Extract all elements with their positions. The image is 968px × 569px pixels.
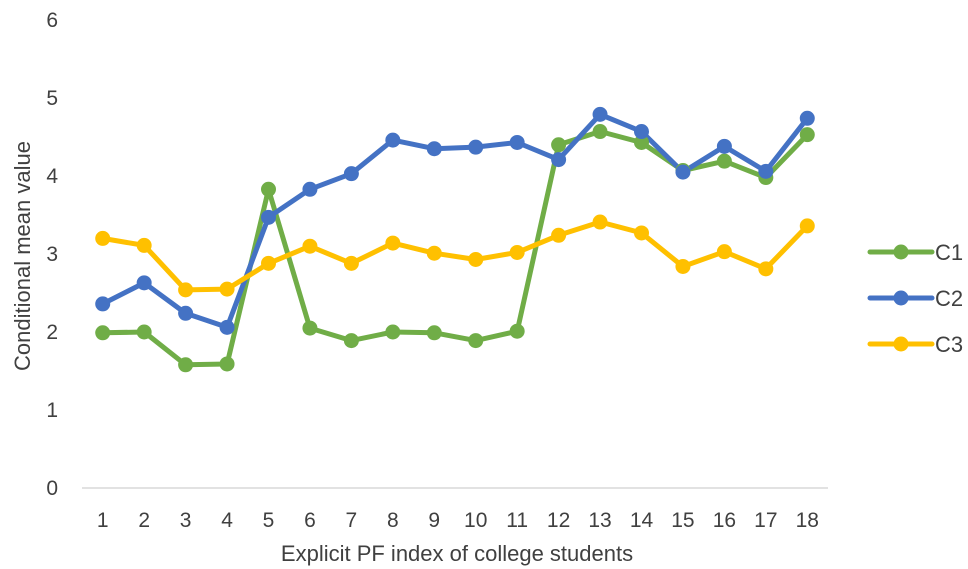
legend-item-c2: C2 <box>867 286 963 311</box>
data-point-c3 <box>716 244 732 260</box>
data-point-c3 <box>136 237 152 253</box>
data-point-c2 <box>261 209 276 225</box>
y-tick-label: 4 <box>46 165 58 188</box>
data-point-c3 <box>592 214 608 230</box>
data-point-c3 <box>385 235 401 251</box>
data-point-c3 <box>219 281 235 297</box>
x-tick-label: 6 <box>304 509 316 532</box>
data-point-c2 <box>426 141 442 157</box>
data-point-c2 <box>136 275 152 291</box>
data-point-c3 <box>799 218 815 234</box>
y-tick-label: 1 <box>46 399 58 422</box>
data-point-c2 <box>716 138 732 154</box>
series-lines <box>100 111 810 368</box>
x-tick-label: 13 <box>588 509 611 532</box>
x-tick-label: 2 <box>138 509 150 532</box>
data-point-c2 <box>592 106 608 122</box>
x-tick-label: 12 <box>547 509 570 532</box>
data-point-c1 <box>592 124 608 140</box>
series-line-c2 <box>100 111 810 330</box>
legend-item-c3: C3 <box>867 332 963 357</box>
data-point-c1 <box>261 181 276 197</box>
y-tick-label: 3 <box>46 243 58 266</box>
x-tick-label: 16 <box>713 509 736 532</box>
legend-label-c1: C1 <box>935 240 963 265</box>
data-point-c1 <box>302 320 318 336</box>
data-point-c2 <box>634 124 649 140</box>
data-point-c2 <box>675 164 691 180</box>
data-point-c3 <box>675 258 691 274</box>
data-point-c3 <box>261 255 276 271</box>
x-tick-label: 7 <box>346 509 358 532</box>
data-point-c1 <box>426 325 442 341</box>
data-point-c1 <box>799 127 815 143</box>
data-point-c3 <box>634 225 649 241</box>
legend-label-c3: C3 <box>935 332 963 357</box>
data-point-c2 <box>219 319 235 335</box>
data-point-c1 <box>509 323 525 339</box>
x-tick-label: 18 <box>796 509 819 532</box>
y-axis-ticks: 0 1 2 3 4 5 6 <box>46 9 58 500</box>
data-point-c2 <box>799 110 815 126</box>
y-tick-label: 2 <box>46 321 58 344</box>
data-point-c3 <box>758 261 774 277</box>
x-tick-label: 11 <box>506 509 528 532</box>
data-point-c3 <box>302 238 318 254</box>
series-points <box>95 106 815 373</box>
y-tick-label: 5 <box>46 87 58 110</box>
data-point-c2 <box>385 132 401 148</box>
data-point-c3 <box>178 282 194 298</box>
x-tick-label: 15 <box>671 509 694 532</box>
x-tick-label: 10 <box>464 509 487 532</box>
data-point-c3 <box>95 230 111 246</box>
x-tick-label: 14 <box>630 509 654 532</box>
data-point-c3 <box>551 227 567 243</box>
data-point-c2 <box>178 305 194 321</box>
data-point-c2 <box>468 139 484 155</box>
data-point-c2 <box>758 163 774 179</box>
data-point-c1 <box>716 153 732 169</box>
x-tick-label: 5 <box>263 509 275 532</box>
data-point-c1 <box>551 137 567 153</box>
data-point-c1 <box>343 333 359 349</box>
series-line-c3 <box>100 219 810 293</box>
x-tick-label: 9 <box>428 509 440 532</box>
series-line-c1 <box>100 129 810 368</box>
legend-marker-c2 <box>893 290 909 306</box>
y-tick-label: 6 <box>46 9 58 32</box>
data-point-c1 <box>468 333 484 349</box>
data-point-c3 <box>343 255 359 271</box>
x-tick-label: 1 <box>97 509 109 532</box>
data-point-c2 <box>551 152 567 168</box>
data-point-c1 <box>178 357 194 373</box>
data-point-c3 <box>509 244 525 260</box>
data-point-c2 <box>302 181 318 197</box>
y-axis-title: Conditional mean value <box>10 141 35 371</box>
data-point-c2 <box>343 166 359 182</box>
data-point-c2 <box>95 296 111 312</box>
x-axis-title: Explicit PF index of college students <box>281 541 633 566</box>
x-tick-label: 4 <box>221 509 233 532</box>
data-point-c2 <box>509 134 525 150</box>
legend-marker-c1 <box>893 244 909 260</box>
data-point-c1 <box>634 134 649 150</box>
data-point-c1 <box>385 324 401 340</box>
legend: C1 C2 C3 <box>867 240 963 357</box>
data-point-c1 <box>95 325 111 341</box>
legend-label-c2: C2 <box>935 286 963 311</box>
data-point-c1 <box>136 324 152 340</box>
x-axis-ticks: 1 2 3 4 5 6 7 8 9 10 11 12 13 14 15 16 17 18 <box>97 509 819 532</box>
data-point-c3 <box>426 245 442 261</box>
legend-marker-c3 <box>893 336 909 352</box>
x-tick-label: 3 <box>180 509 192 532</box>
y-tick-label: 0 <box>46 477 58 500</box>
data-point-c3 <box>468 251 484 267</box>
x-tick-label: 17 <box>754 509 777 532</box>
data-point-c1 <box>219 356 235 372</box>
x-tick-label: 8 <box>387 509 399 532</box>
legend-item-c1: C1 <box>867 240 963 265</box>
